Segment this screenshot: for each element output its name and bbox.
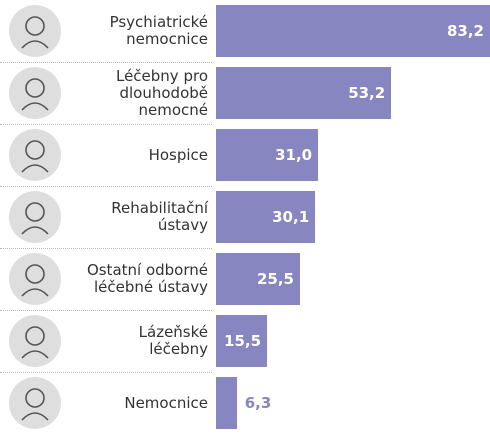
category-label: Hospice (148, 145, 208, 164)
bar (216, 5, 490, 57)
value-label: 31,0 (275, 146, 313, 164)
icon (8, 376, 62, 430)
bar (216, 191, 316, 243)
category-label: Ostatní odborné léčebné ústavy (86, 261, 208, 296)
icon (8, 252, 62, 306)
category-label: Rehabilitační ústavy (111, 199, 208, 234)
category-label: Nemocnice (124, 393, 208, 412)
separator (0, 310, 212, 311)
icon (8, 128, 62, 182)
row: Ostatní odborné léčebné ústavy 25,5 (0, 248, 490, 310)
bar (216, 129, 319, 181)
category-label: Psychiatrické nemocnice (109, 13, 208, 48)
separator (0, 186, 212, 187)
value-label: 53,2 (348, 84, 386, 102)
icon (8, 4, 62, 58)
separator (0, 124, 212, 125)
value-label: 83,2 (446, 22, 484, 40)
category-label: Lázeňské léčebny (138, 323, 208, 358)
bar (216, 315, 268, 367)
row: Léčebny pro dlouhodobě nemocné 53,2 (0, 62, 490, 124)
icon (8, 66, 62, 120)
separator (0, 62, 212, 63)
bar (216, 253, 300, 305)
row: Psychiatrické nemocnice 83,2 (0, 0, 490, 62)
category-label: Léčebny pro dlouhodobě nemocné (115, 66, 208, 119)
bar (216, 377, 237, 429)
value-label: 25,5 (256, 270, 294, 288)
icon (8, 190, 62, 244)
value-label: 6,3 (244, 394, 272, 412)
separator (0, 248, 212, 249)
bar (216, 67, 392, 119)
row: Nemocnice 6,3 (0, 372, 490, 434)
separator (0, 372, 212, 373)
row: Lázeňské léčebny 15,5 (0, 310, 490, 372)
value-label: 15,5 (224, 332, 262, 350)
row: Hospice 31,0 (0, 124, 490, 186)
value-label: 30,1 (272, 208, 310, 226)
row: Rehabilitační ústavy 30,1 (0, 186, 490, 248)
icon (8, 314, 62, 368)
